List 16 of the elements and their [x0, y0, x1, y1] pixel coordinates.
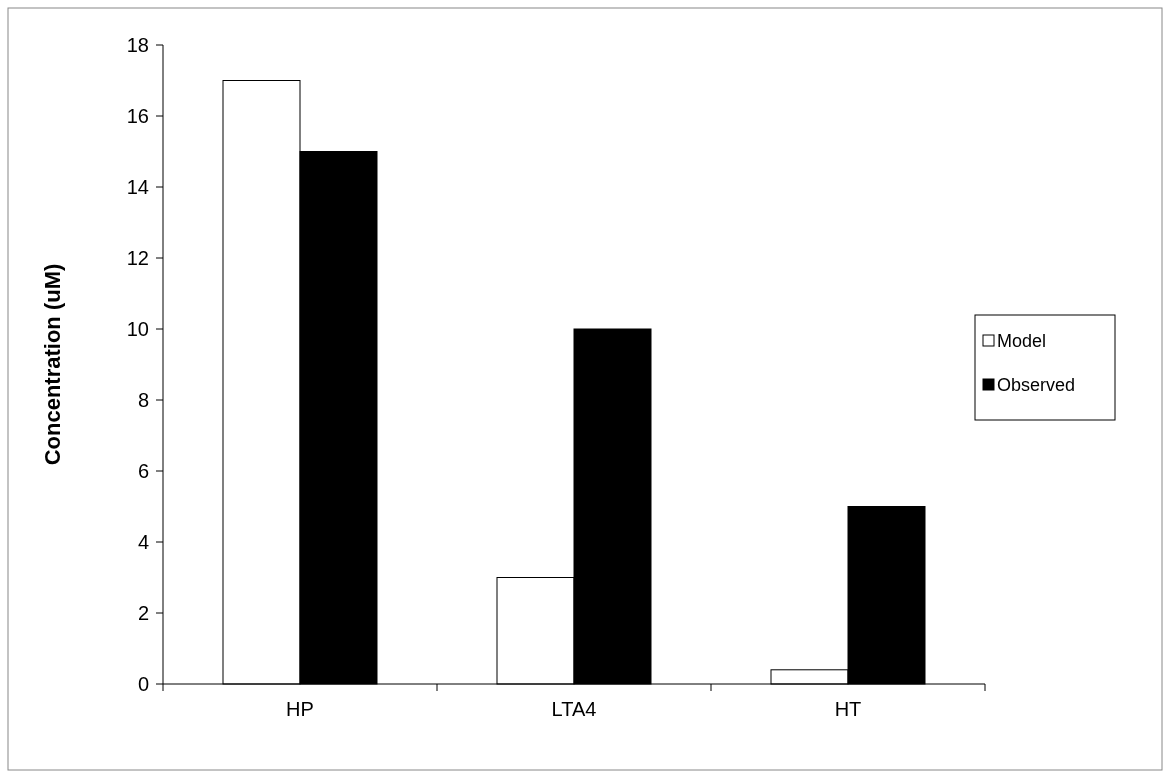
y-tick-label: 16: [126, 105, 149, 127]
y-tick-label: 2: [137, 602, 149, 624]
y-tick-label: 12: [126, 247, 149, 269]
x-tick-label: HT: [834, 698, 862, 720]
x-tick-label: HP: [286, 698, 314, 720]
y-tick-label: 6: [137, 460, 149, 482]
y-tick-label: 10: [126, 318, 149, 340]
y-axis-title: Concentration (uM): [40, 263, 65, 466]
y-tick-label: 8: [137, 389, 149, 411]
y-tick-label: 18: [126, 34, 149, 56]
y-tick-label: 4: [137, 531, 149, 553]
y-tick-label: 0: [137, 673, 149, 695]
y-tick-label: 14: [126, 176, 149, 198]
legend-label: Observed: [997, 375, 1076, 396]
legend-label: Model: [997, 331, 1047, 352]
x-tick-label: LTA4: [551, 698, 597, 720]
